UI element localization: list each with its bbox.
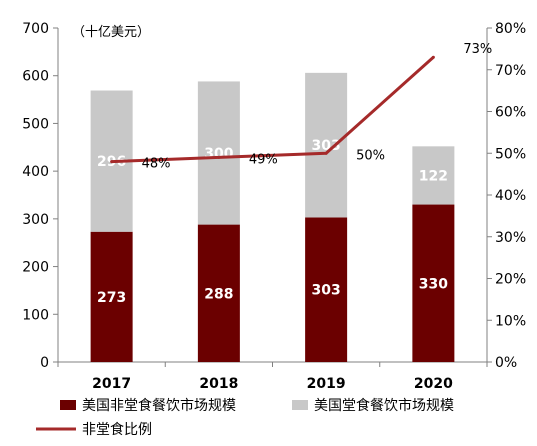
y-left-tick-label: 600 xyxy=(22,69,49,85)
bar-offpremise xyxy=(197,224,240,362)
legend-label-offpremise: 美国非堂食餐饮市场规模 xyxy=(82,397,236,414)
ratio-point xyxy=(110,160,114,164)
bar-offpremise xyxy=(90,231,133,362)
y-left-tick-label: 700 xyxy=(22,21,49,37)
y-right-tick-label: 40% xyxy=(495,188,526,204)
bar-onpremise xyxy=(412,146,455,205)
y-left-axis: 0 100 200 300 400 500 600 700 xyxy=(22,21,59,371)
bar-onpremise xyxy=(305,72,348,218)
x-tick-label: 2018 xyxy=(199,376,238,392)
legend-swatch-offpremise xyxy=(60,400,76,410)
bar-value-label: 330 xyxy=(419,276,448,292)
bar-value-label: 273 xyxy=(97,290,126,306)
legend-label-onpremise: 美国堂食餐饮市场规模 xyxy=(314,397,454,414)
ratio-label: 49% xyxy=(249,152,278,167)
ratio-point xyxy=(324,151,328,155)
y-left-tick-label: 400 xyxy=(22,164,49,180)
ratio-label: 73% xyxy=(463,42,492,57)
y-right-tick-label: 20% xyxy=(495,272,526,288)
y-right-tick-label: 10% xyxy=(495,313,526,329)
x-tick-label: 2019 xyxy=(307,376,346,392)
bar-value-label: 300 xyxy=(204,146,233,162)
bar-value-label: 122 xyxy=(419,168,448,184)
legend-swatch-onpremise xyxy=(292,400,308,410)
y-right-tick-label: 50% xyxy=(495,146,526,162)
bar-onpremise xyxy=(197,81,240,225)
ratio-line: 48% 49% 50% 73% xyxy=(110,42,492,172)
ratio-point xyxy=(431,55,435,59)
x-tick-label: 2017 xyxy=(92,376,131,392)
x-tick-label: 2020 xyxy=(414,376,453,392)
y-right-tick-label: 80% xyxy=(495,21,526,37)
y-left-tick-label: 0 xyxy=(40,355,49,371)
y-right-axis: 0% 10% 20% 30% 40% 50% 60% 70% 80% xyxy=(486,21,526,371)
y-right-tick-label: 0% xyxy=(495,355,517,371)
bars: 273296288300303303330122 xyxy=(90,72,455,362)
y-right-tick-label: 70% xyxy=(495,63,526,79)
y-left-tick-label: 100 xyxy=(22,307,49,323)
ratio-label: 48% xyxy=(142,157,171,172)
bar-value-label: 303 xyxy=(312,138,341,154)
x-axis: 2017 2018 2019 2020 xyxy=(57,361,488,392)
y-right-tick-label: 60% xyxy=(495,105,526,121)
y-left-tick-label: 200 xyxy=(22,260,49,276)
bar-offpremise xyxy=(305,217,348,362)
legend-label-ratio: 非堂食比例 xyxy=(82,421,152,438)
ratio-point xyxy=(217,155,221,159)
y-left-tick-label: 500 xyxy=(22,116,49,132)
y-left-tick-label: 300 xyxy=(22,212,49,228)
ratio-line-path xyxy=(111,56,435,164)
bar-value-label: 303 xyxy=(312,283,341,299)
y-right-tick-label: 30% xyxy=(495,230,526,246)
unit-label: （十亿美元） xyxy=(72,25,150,40)
bar-offpremise xyxy=(412,204,455,362)
ratio-label: 50% xyxy=(356,148,385,163)
bar-value-label: 288 xyxy=(204,286,233,302)
